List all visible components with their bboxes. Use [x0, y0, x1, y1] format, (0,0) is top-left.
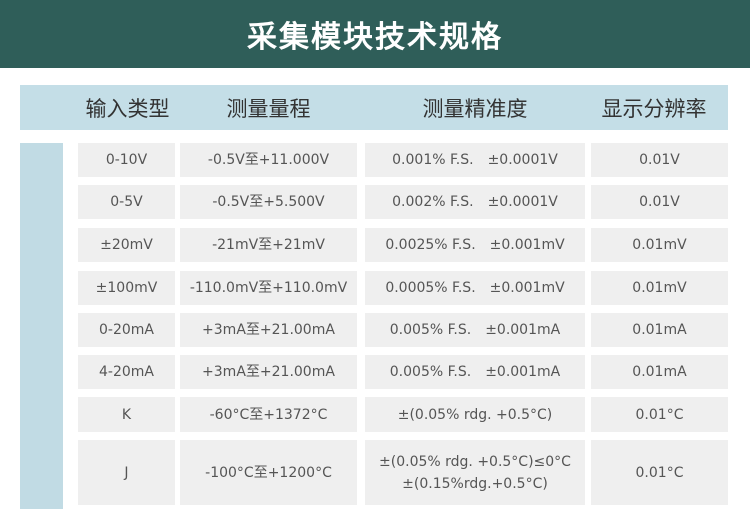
table-cell: +3mA至+21.00mA: [180, 313, 357, 347]
side-accent-bar: [20, 143, 63, 509]
table-cell: ±100mV: [78, 271, 175, 305]
table-cell: 0-5V: [78, 185, 175, 219]
table-cell: ±20mV: [78, 228, 175, 262]
table-cell: 0.01°C: [591, 397, 728, 432]
table-cell: 0.005% F.S. ±0.001mA: [365, 355, 585, 389]
table-cell: 0-10V: [78, 143, 175, 177]
table-cell: -0.5V至+5.500V: [180, 185, 357, 219]
table-cell: 0.0005% F.S. ±0.001mV: [365, 271, 585, 305]
table-cell: 0.0025% F.S. ±0.001mV: [365, 228, 585, 262]
column-header: 测量精准度: [422, 96, 528, 121]
table-cell: 0.001% F.S. ±0.0001V: [365, 143, 585, 177]
table-cell: 0.01mA: [591, 313, 728, 347]
table-cell: -110.0mV至+110.0mV: [180, 271, 357, 305]
table-cell: K: [78, 397, 175, 432]
page-title: 采集模块技术规格: [0, 0, 750, 68]
table-cell: ±(0.05% rdg. +0.5°C): [365, 397, 585, 432]
table-cell: 0.005% F.S. ±0.001mA: [365, 313, 585, 347]
table-cell: 0.01V: [591, 185, 728, 219]
table-cell: +3mA至+21.00mA: [180, 355, 357, 389]
table-header-bar: [20, 85, 728, 130]
table-cell: 0-20mA: [78, 313, 175, 347]
table-cell: 0.01mA: [591, 355, 728, 389]
column-header: 测量量程: [226, 96, 311, 121]
column-header: 显示分辨率: [601, 96, 707, 121]
table-cell: ±(0.05% rdg. +0.5°C)≤0°C ±(0.15%rdg.+0.5…: [365, 440, 585, 505]
table-cell: J: [78, 440, 175, 505]
table-cell: 0.01V: [591, 143, 728, 177]
table-cell: 0.01mV: [591, 271, 728, 305]
table-cell: -21mV至+21mV: [180, 228, 357, 262]
table-cell: 0.002% F.S. ±0.0001V: [365, 185, 585, 219]
table-cell: 4-20mA: [78, 355, 175, 389]
table-cell: -0.5V至+11.000V: [180, 143, 357, 177]
column-header: 输入类型: [85, 96, 170, 121]
table-cell: 0.01°C: [591, 440, 728, 505]
table-cell: -60°C至+1372°C: [180, 397, 357, 432]
table-cell: -100°C至+1200°C: [180, 440, 357, 505]
table-cell: 0.01mV: [591, 228, 728, 262]
